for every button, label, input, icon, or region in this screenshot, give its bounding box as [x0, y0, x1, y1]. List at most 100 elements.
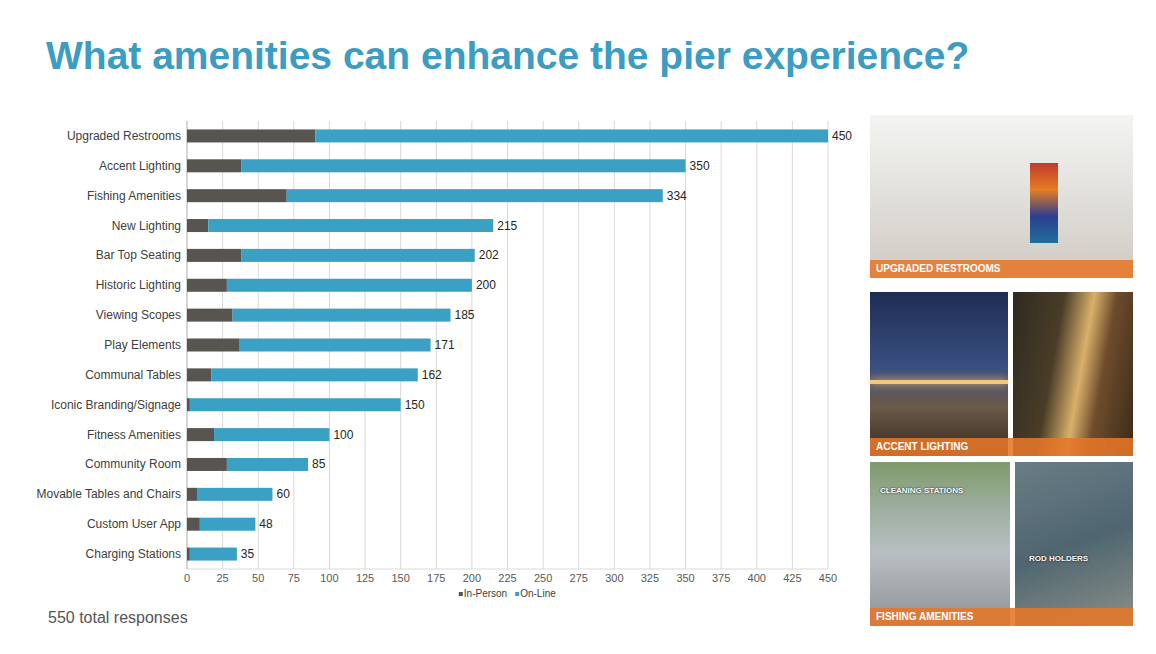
- tick-label: 450: [819, 572, 837, 584]
- data-label: 85: [312, 457, 326, 471]
- photo-caption: FISHING AMENITIES: [870, 608, 1133, 626]
- tick-label: 125: [356, 572, 374, 584]
- category-label: Communal Tables: [85, 368, 181, 382]
- bar-segment: [187, 159, 241, 172]
- bar-segment: [240, 339, 431, 352]
- bar-segment: [187, 129, 315, 142]
- photo-caption: UPGRADED RESTROOMS: [870, 260, 1133, 278]
- bar-segment: [187, 488, 197, 501]
- tick-label: 150: [391, 572, 409, 584]
- tick-label: 225: [498, 572, 516, 584]
- legend-label: In-Person: [464, 588, 507, 599]
- annotation: 550 total responses: [48, 609, 188, 627]
- bar-segment: [187, 398, 190, 411]
- bar-segment: [211, 368, 418, 381]
- bar-segment: [214, 428, 329, 441]
- bar-segment: [187, 548, 190, 561]
- legend: In-Person On-Line: [459, 588, 556, 599]
- data-label: 150: [405, 398, 425, 412]
- bar-segment: [187, 219, 208, 232]
- data-label: 200: [476, 278, 496, 292]
- grid: [187, 121, 828, 569]
- photo: ROD HOLDERS: [1015, 462, 1133, 626]
- data-label: 100: [333, 428, 353, 442]
- tick-label: 175: [427, 572, 445, 584]
- chart: 0255075100125150175200225250275300325350…: [0, 100, 862, 610]
- category-label: Fishing Amenities: [87, 189, 181, 203]
- grid-line: [614, 121, 615, 569]
- grid-line: [828, 121, 829, 569]
- data-label: 162: [422, 368, 442, 382]
- tick-label: 100: [320, 572, 338, 584]
- data-label: 350: [690, 159, 710, 173]
- data-label: 60: [276, 487, 290, 501]
- axis-line: [187, 569, 828, 570]
- tick-label: 300: [605, 572, 623, 584]
- rail-light: [870, 380, 1008, 384]
- photo-label: ROD HOLDERS: [1029, 554, 1088, 563]
- bar-segment: [227, 279, 472, 292]
- category-label: Bar Top Seating: [96, 248, 181, 262]
- data-label: 48: [259, 517, 273, 531]
- grid-line: [507, 121, 508, 569]
- grid-line: [792, 121, 793, 569]
- category-label: Movable Tables and Chairs: [36, 487, 181, 501]
- bar-segment: [187, 309, 233, 322]
- photo: FISHING AMENITIESCLEANING STATIONS: [870, 462, 1010, 626]
- category-label: Upgraded Restrooms: [67, 129, 181, 143]
- tick-label: 200: [463, 572, 481, 584]
- tick-label: 50: [252, 572, 264, 584]
- data-label: 215: [497, 219, 517, 233]
- bar-segment: [200, 518, 256, 531]
- grid-line: [756, 121, 757, 569]
- title: What amenities can enhance the pier expe…: [46, 34, 969, 78]
- bar-segment: [187, 458, 227, 471]
- bar-segment: [208, 219, 493, 232]
- tick-label: 0: [184, 572, 190, 584]
- tick-label: 325: [641, 572, 659, 584]
- data-label: 171: [435, 338, 455, 352]
- bars: [187, 129, 828, 560]
- bar-segment: [187, 249, 241, 262]
- bar-segment: [187, 518, 200, 531]
- legend-label: On-Line: [520, 588, 556, 599]
- bar-segment: [241, 159, 685, 172]
- photo-caption: ACCENT LIGHTING: [870, 438, 1133, 456]
- bar-segment: [233, 309, 451, 322]
- data-label: 334: [667, 189, 687, 203]
- data-label: 450: [832, 129, 852, 143]
- bar-segment: [190, 398, 401, 411]
- bar-segment: [187, 428, 214, 441]
- tick-label: 375: [712, 572, 730, 584]
- bar-segment: [197, 488, 272, 501]
- tick-label: 25: [216, 572, 228, 584]
- bar-segment: [227, 458, 308, 471]
- category-label: Charging Stations: [86, 547, 181, 561]
- category-label: Play Elements: [104, 338, 181, 352]
- category-label: Iconic Branding/Signage: [51, 398, 181, 412]
- bar-segment: [187, 279, 227, 292]
- labels: Upgraded Restrooms450Accent Lighting350F…: [36, 129, 852, 561]
- tick-label: 425: [783, 572, 801, 584]
- mosaic: [1030, 163, 1058, 243]
- category-label: Community Room: [85, 457, 181, 471]
- category-label: Viewing Scopes: [96, 308, 181, 322]
- grid-line: [543, 121, 544, 569]
- category-label: Historic Lighting: [96, 278, 181, 292]
- grid-line: [471, 121, 472, 569]
- data-label: 185: [455, 308, 475, 322]
- grid-line: [578, 121, 579, 569]
- legend-swatch: [459, 592, 463, 596]
- tick-label: 350: [676, 572, 694, 584]
- photo-label: CLEANING STATIONS: [880, 486, 963, 495]
- photo: UPGRADED RESTROOMS: [870, 115, 1133, 278]
- tick-label: 250: [534, 572, 552, 584]
- photo: [1013, 292, 1133, 456]
- bar-segment: [190, 548, 237, 561]
- grid-line: [721, 121, 722, 569]
- category-label: New Lighting: [112, 219, 181, 233]
- data-label: 35: [241, 547, 255, 561]
- legend-swatch: [515, 592, 519, 596]
- category-label: Fitness Amenities: [87, 428, 181, 442]
- tick-label: 275: [570, 572, 588, 584]
